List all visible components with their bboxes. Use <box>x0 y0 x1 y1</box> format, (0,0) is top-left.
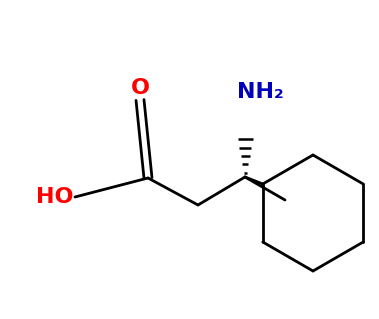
Text: NH₂: NH₂ <box>236 82 283 102</box>
Text: HO: HO <box>36 187 74 207</box>
Text: O: O <box>130 78 149 98</box>
